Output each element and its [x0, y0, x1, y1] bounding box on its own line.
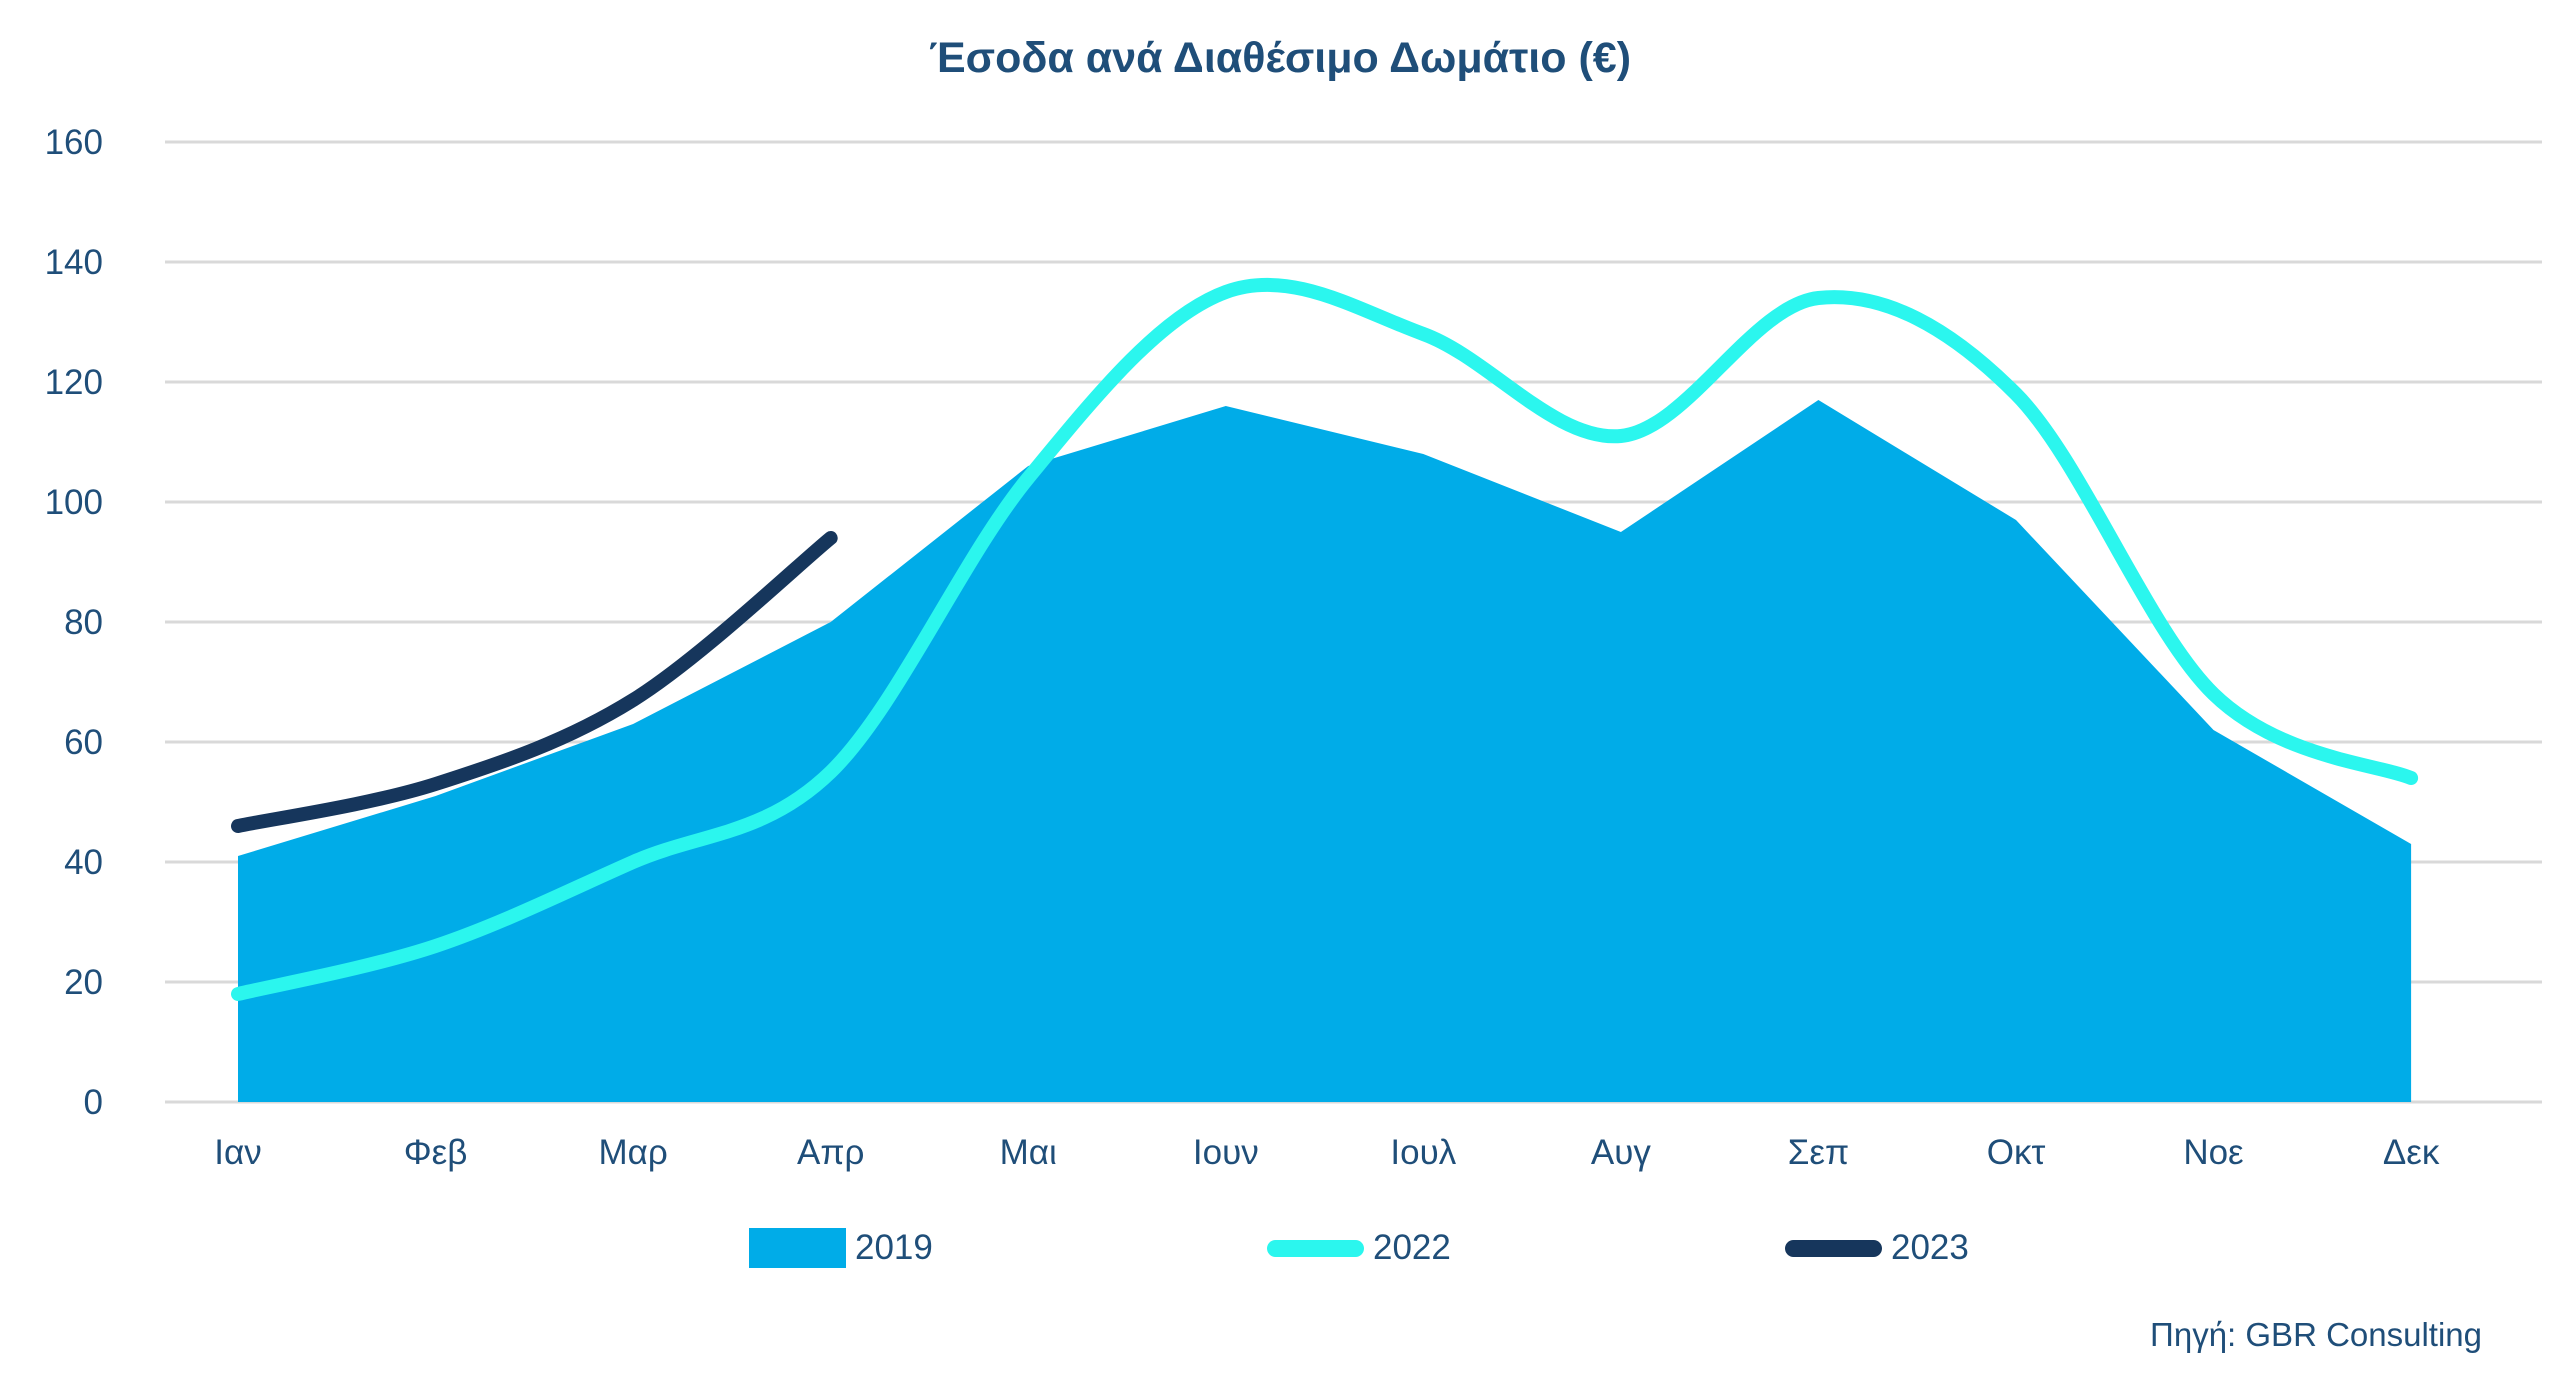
- y-tick-label-120: 120: [45, 363, 103, 402]
- x-tick-label-5: Μαι: [1000, 1133, 1057, 1172]
- legend-label-2023: 2023: [1891, 1228, 1969, 1267]
- legend-item-2023: 2023: [1785, 1224, 1969, 1272]
- x-tick-label-4: Απρ: [797, 1133, 864, 1172]
- legend-item-2022: 2022: [1267, 1224, 1451, 1272]
- x-tick-label-10: Οκτ: [1987, 1133, 2046, 1172]
- legend-label-2022: 2022: [1373, 1228, 1451, 1267]
- y-tick-label-40: 40: [64, 843, 103, 882]
- source-note: Πηγή: GBR Consulting: [2150, 1316, 2482, 1353]
- x-tick-label-11: Νοε: [2183, 1133, 2243, 1172]
- x-tick-label-7: Ιουλ: [1390, 1133, 1456, 1172]
- y-tick-label-160: 160: [45, 123, 103, 162]
- y-tick-label-20: 20: [64, 963, 103, 1002]
- y-tick-label-100: 100: [45, 483, 103, 522]
- y-tick-label-60: 60: [64, 723, 103, 762]
- area-series-2019: [238, 400, 2412, 1102]
- y-tick-label-80: 80: [64, 603, 103, 642]
- y-tick-label-0: 0: [84, 1083, 103, 1122]
- y-axis-labels: 0 20 40 60 80 100 120 140 160: [45, 123, 103, 1122]
- line-series-2023: [231, 531, 838, 833]
- line-series-2022: [231, 277, 2419, 1001]
- legend-swatch-2022-line: [1267, 1239, 1364, 1257]
- x-tick-label-8: Αυγ: [1591, 1133, 1651, 1172]
- legend-label-2019: 2019: [855, 1228, 933, 1267]
- x-tick-label-6: Ιουν: [1193, 1133, 1259, 1172]
- x-axis-labels: Ιαν Φεβ Μαρ Απρ Μαι Ιουν Ιουλ Αυγ Σεπ Οκτ Νοε Δεκ: [214, 1133, 2440, 1172]
- x-tick-label-1: Ιαν: [214, 1133, 261, 1172]
- x-tick-label-2: Φεβ: [404, 1133, 468, 1172]
- legend-item-2019: 2019: [749, 1224, 933, 1272]
- legend-swatch-2019-area: [749, 1228, 846, 1268]
- legend-swatch-2023-line: [1785, 1239, 1882, 1257]
- x-tick-label-12: Δεκ: [2383, 1133, 2440, 1172]
- y-tick-label-140: 140: [45, 243, 103, 282]
- chart-title: Έσοδα ανά Διαθέσιμο Δωμάτιο (€): [928, 34, 1632, 82]
- x-tick-label-3: Μαρ: [598, 1133, 667, 1172]
- x-tick-label-9: Σεπ: [1788, 1133, 1849, 1172]
